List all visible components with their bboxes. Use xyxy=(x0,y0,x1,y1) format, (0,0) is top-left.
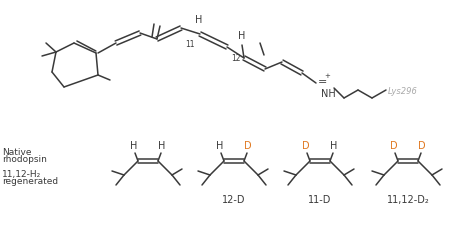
Text: 11,12-D₂: 11,12-D₂ xyxy=(387,194,429,204)
Text: D: D xyxy=(244,140,252,150)
Text: H: H xyxy=(216,140,224,150)
Text: 11,12-H₂: 11,12-H₂ xyxy=(2,169,41,178)
Text: 11: 11 xyxy=(185,40,195,49)
Text: regenerated: regenerated xyxy=(2,176,58,185)
Text: H: H xyxy=(130,140,137,150)
Text: H: H xyxy=(238,31,246,41)
Text: NH: NH xyxy=(321,89,336,99)
Text: =: = xyxy=(318,77,328,87)
Text: D: D xyxy=(418,140,426,150)
Text: rhodopsin: rhodopsin xyxy=(2,154,47,163)
Text: D: D xyxy=(302,140,310,150)
Text: 12-D: 12-D xyxy=(222,194,246,204)
Text: 11-D: 11-D xyxy=(308,194,332,204)
Text: +: + xyxy=(324,73,330,79)
Text: Native: Native xyxy=(2,147,31,156)
Text: 12: 12 xyxy=(231,54,240,63)
Text: D: D xyxy=(390,140,398,150)
Text: H: H xyxy=(330,140,337,150)
Text: H: H xyxy=(195,15,203,25)
Text: Lys296: Lys296 xyxy=(388,86,418,95)
Text: H: H xyxy=(158,140,166,150)
